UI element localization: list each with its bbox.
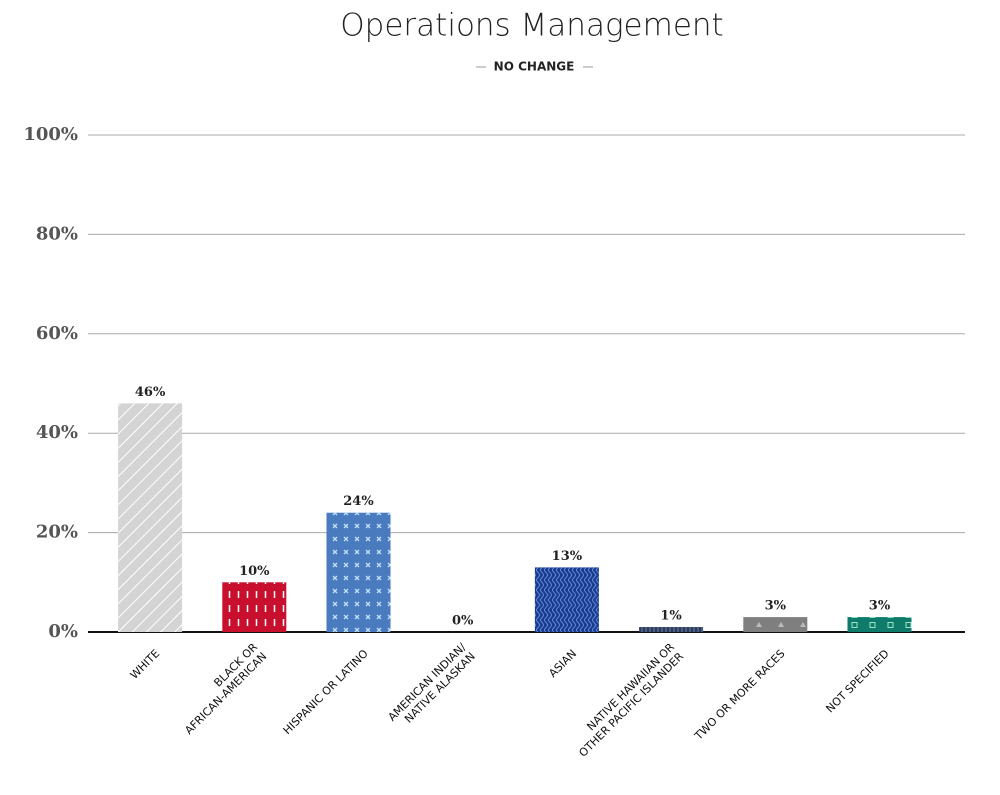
chart-title: Operations Management: [340, 8, 723, 44]
y-tick-label: 40%: [36, 422, 78, 443]
bar: [743, 617, 808, 632]
value-label: 0%: [452, 614, 474, 629]
x-tick-label: AMERICAN INDIAN/NATIVE ALASKAN: [386, 640, 478, 732]
value-label: 46%: [135, 385, 166, 400]
bar: [847, 617, 912, 632]
value-label: 3%: [765, 599, 787, 614]
y-tick-label: 80%: [36, 223, 78, 244]
y-tick-label: 0%: [48, 621, 78, 642]
bar: [326, 512, 391, 632]
bar: [639, 627, 704, 632]
x-tick-label: TWO OR MORE RACES: [691, 647, 787, 743]
x-tick-label: HISPANIC OR LATINO: [281, 647, 371, 737]
x-tick-label: ASIAN: [546, 647, 579, 680]
bar: [222, 582, 287, 632]
x-tick-label: NOT SPECIFIED: [823, 647, 891, 715]
x-tick-label: WHITE: [128, 647, 163, 682]
x-tick-label: BLACK ORAFRICAN-AMERICAN: [173, 640, 270, 737]
y-tick-label: 100%: [23, 124, 78, 145]
bar: [118, 403, 183, 632]
value-label: 24%: [343, 494, 374, 509]
value-label: 3%: [869, 599, 891, 614]
chart-subtitle: NO CHANGE: [494, 60, 575, 74]
y-tick-label: 60%: [36, 323, 78, 344]
value-label: 10%: [239, 564, 270, 579]
value-label: 1%: [660, 609, 682, 624]
x-tick-label: NATIVE HAWAIIAN OROTHER PACIFIC ISLANDER: [567, 640, 686, 759]
y-tick-label: 20%: [36, 522, 78, 543]
bar: [534, 567, 599, 632]
value-label: 13%: [552, 549, 583, 564]
